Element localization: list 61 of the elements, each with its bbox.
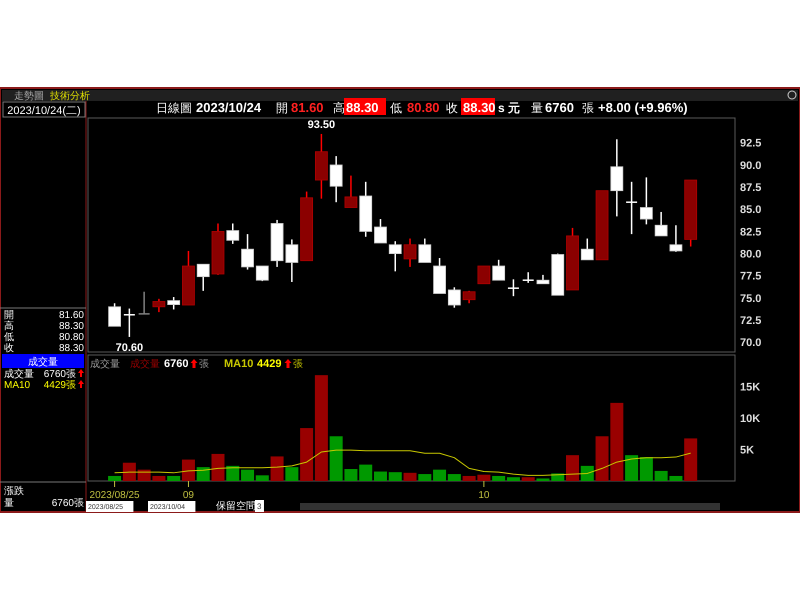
annotation: 70.60 [116, 342, 144, 354]
y-tick-label: 80.0 [740, 248, 762, 260]
text: 保留空間 [216, 500, 256, 512]
annotation: 6760 [164, 358, 188, 370]
text: 6760張 [44, 369, 76, 380]
text: 2023/10/24(二) [7, 105, 81, 117]
y-tick-label: 82.5 [740, 226, 762, 238]
text: 日線圖 [156, 101, 192, 115]
y-tick-label: 87.5 [740, 182, 762, 194]
text: 量 [531, 101, 543, 115]
y-tick-label: 90.0 [740, 160, 762, 172]
y-tick-label: 10K [740, 412, 760, 425]
x-tick-label: 09 [182, 490, 194, 501]
y-tick-label: 72.5 [740, 314, 762, 327]
y-tick-label: 15K [740, 381, 760, 394]
text: 88.30 [58, 343, 84, 354]
text: 開 [4, 310, 14, 321]
annotation: 張 [199, 359, 209, 370]
text: 3 [257, 502, 262, 511]
x-tick-label: 2023/08/25 [90, 490, 140, 501]
y-tick-label: 75.0 [740, 292, 762, 305]
y-tick-label: 70.0 [740, 337, 762, 350]
text: 量 [4, 498, 14, 509]
text: 80.80 [407, 100, 440, 115]
text: 漲跌 [4, 485, 24, 497]
text: 成交量 [130, 358, 160, 370]
text: 收 [4, 343, 14, 354]
text: +8.00 (+9.96%) [598, 100, 688, 115]
text: 技術分析 [49, 90, 90, 102]
annotation: 93.50 [308, 118, 336, 131]
text: 走勢圖 [14, 90, 44, 102]
text: 收 [446, 101, 458, 115]
text: 成交量 [4, 368, 34, 380]
text: 張 [582, 101, 594, 115]
text: 81.60 [58, 310, 84, 321]
y-tick-label: 92.5 [740, 138, 762, 150]
text: 88.30 [58, 321, 84, 332]
text: 6760 [545, 100, 574, 115]
text: 80.80 [58, 332, 84, 343]
text: 81.60 [291, 100, 324, 115]
annotation: 4429 [257, 358, 282, 370]
text: 開 [276, 101, 288, 115]
text: 高 [333, 101, 345, 115]
x-tick-label: 10 [478, 490, 490, 501]
text: 6760張 [52, 498, 84, 509]
y-tick-label: 77.5 [740, 270, 762, 283]
text: 2023/10/24 [196, 100, 262, 115]
text: MA10 [224, 358, 254, 370]
annotation: 成交量 [90, 358, 120, 370]
text: 成交量 [28, 356, 58, 368]
text: 高 [4, 320, 14, 332]
text: 4429張 [44, 380, 76, 391]
text: 低 [4, 332, 14, 343]
text: 88.30 [346, 100, 379, 115]
text: 88.30 [463, 100, 496, 115]
text: MA10 [4, 380, 31, 391]
text: s 元 [498, 101, 520, 115]
y-tick-label: 5K [740, 444, 754, 456]
text: 低 [390, 101, 402, 115]
annotation: 張 [293, 359, 303, 370]
y-tick-label: 85.0 [740, 204, 762, 216]
